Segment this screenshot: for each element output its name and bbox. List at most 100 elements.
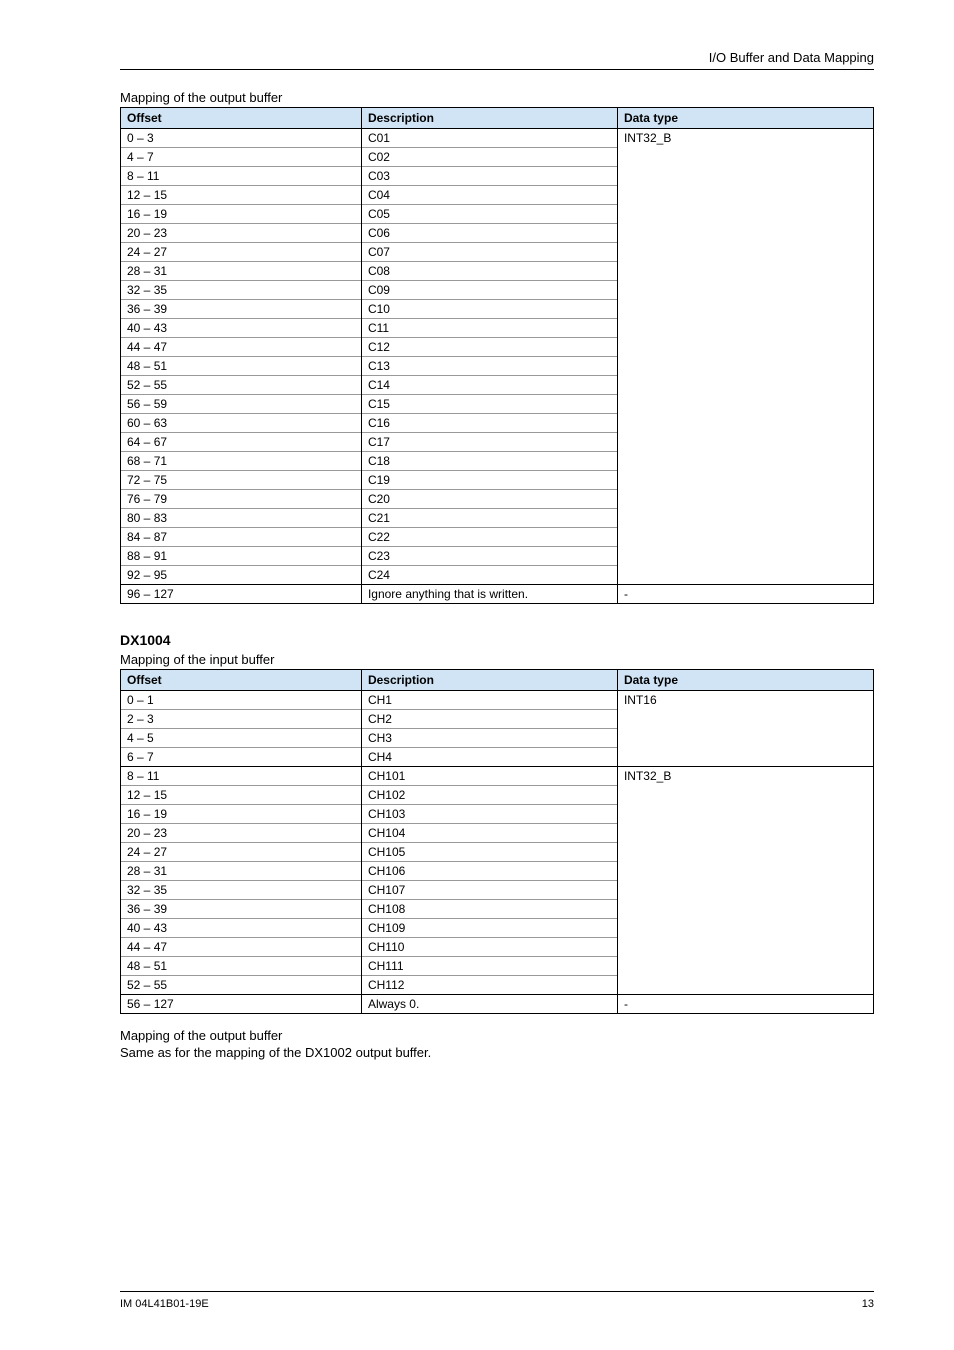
- cell-offset: 48 – 51: [121, 357, 362, 376]
- table-row: 8 – 11CH101INT32_B: [121, 767, 874, 786]
- cell-offset: 12 – 15: [121, 786, 362, 805]
- cell-description: C04: [361, 186, 617, 205]
- cell-offset: 52 – 55: [121, 976, 362, 995]
- cell-offset: 28 – 31: [121, 862, 362, 881]
- cell-datatype: INT32_B: [617, 129, 873, 585]
- cell-description: CH112: [361, 976, 617, 995]
- cell-offset: 28 – 31: [121, 262, 362, 281]
- cell-description: C19: [361, 471, 617, 490]
- header-section-title: I/O Buffer and Data Mapping: [120, 50, 874, 70]
- cell-offset: 44 – 47: [121, 938, 362, 957]
- cell-offset: 32 – 35: [121, 281, 362, 300]
- cell-offset: 4 – 7: [121, 148, 362, 167]
- cell-offset: 88 – 91: [121, 547, 362, 566]
- cell-offset: 36 – 39: [121, 900, 362, 919]
- cell-description: C18: [361, 452, 617, 471]
- cell-description: C17: [361, 433, 617, 452]
- cell-offset: 36 – 39: [121, 300, 362, 319]
- cell-description: C13: [361, 357, 617, 376]
- cell-description: CH111: [361, 957, 617, 976]
- cell-offset: 20 – 23: [121, 824, 362, 843]
- cell-description: CH1: [361, 691, 617, 710]
- cell-description: C07: [361, 243, 617, 262]
- cell-description: C01: [361, 129, 617, 148]
- cell-offset: 2 – 3: [121, 710, 362, 729]
- cell-description: CH2: [361, 710, 617, 729]
- cell-offset: 4 – 5: [121, 729, 362, 748]
- cell-description: CH107: [361, 881, 617, 900]
- cell-description: C21: [361, 509, 617, 528]
- cell-datatype: INT16: [617, 691, 873, 767]
- cell-description: C22: [361, 528, 617, 547]
- cell-offset: 72 – 75: [121, 471, 362, 490]
- cell-description: C08: [361, 262, 617, 281]
- cell-description: C16: [361, 414, 617, 433]
- cell-description: CH110: [361, 938, 617, 957]
- table-row: 0 – 3C01INT32_B: [121, 129, 874, 148]
- cell-offset: 40 – 43: [121, 319, 362, 338]
- cell-description: CH106: [361, 862, 617, 881]
- section-dx1004-title: DX1004: [120, 632, 874, 648]
- cell-offset: 0 – 1: [121, 691, 362, 710]
- cell-offset: 68 – 71: [121, 452, 362, 471]
- table2-caption: Mapping of the input buffer: [120, 652, 874, 667]
- trailing-text: Same as for the mapping of the DX1002 ou…: [120, 1045, 874, 1060]
- input-buffer-table: OffsetDescriptionData type0 – 1CH1INT162…: [120, 669, 874, 1014]
- cell-description: Ignore anything that is written.: [361, 585, 617, 604]
- cell-offset: 16 – 19: [121, 805, 362, 824]
- cell-offset: 56 – 59: [121, 395, 362, 414]
- cell-description: C03: [361, 167, 617, 186]
- cell-description: C15: [361, 395, 617, 414]
- cell-offset: 16 – 19: [121, 205, 362, 224]
- cell-offset: 64 – 67: [121, 433, 362, 452]
- column-header: Data type: [617, 108, 873, 129]
- cell-description: C24: [361, 566, 617, 585]
- cell-offset: 96 – 127: [121, 585, 362, 604]
- cell-offset: 20 – 23: [121, 224, 362, 243]
- cell-offset: 48 – 51: [121, 957, 362, 976]
- cell-offset: 60 – 63: [121, 414, 362, 433]
- cell-datatype: INT32_B: [617, 767, 873, 995]
- cell-description: C14: [361, 376, 617, 395]
- cell-description: CH102: [361, 786, 617, 805]
- cell-offset: 32 – 35: [121, 881, 362, 900]
- cell-description: CH105: [361, 843, 617, 862]
- cell-offset: 92 – 95: [121, 566, 362, 585]
- cell-description: C11: [361, 319, 617, 338]
- cell-description: CH108: [361, 900, 617, 919]
- cell-description: C09: [361, 281, 617, 300]
- column-header: Offset: [121, 108, 362, 129]
- column-header: Data type: [617, 670, 873, 691]
- table1-caption: Mapping of the output buffer: [120, 90, 874, 105]
- cell-description: C20: [361, 490, 617, 509]
- footer-page-number: 13: [862, 1298, 874, 1310]
- cell-description: C10: [361, 300, 617, 319]
- cell-offset: 44 – 47: [121, 338, 362, 357]
- column-header: Offset: [121, 670, 362, 691]
- column-header: Description: [361, 108, 617, 129]
- cell-offset: 52 – 55: [121, 376, 362, 395]
- cell-datatype: -: [617, 585, 873, 604]
- cell-description: C05: [361, 205, 617, 224]
- cell-description: C12: [361, 338, 617, 357]
- cell-description: CH4: [361, 748, 617, 767]
- cell-offset: 56 – 127: [121, 995, 362, 1014]
- cell-description: C06: [361, 224, 617, 243]
- cell-description: Always 0.: [361, 995, 617, 1014]
- cell-offset: 80 – 83: [121, 509, 362, 528]
- cell-description: CH3: [361, 729, 617, 748]
- cell-offset: 84 – 87: [121, 528, 362, 547]
- cell-description: C23: [361, 547, 617, 566]
- cell-description: CH104: [361, 824, 617, 843]
- cell-offset: 24 – 27: [121, 243, 362, 262]
- cell-offset: 6 – 7: [121, 748, 362, 767]
- table-row: 0 – 1CH1INT16: [121, 691, 874, 710]
- cell-offset: 12 – 15: [121, 186, 362, 205]
- column-header: Description: [361, 670, 617, 691]
- output-buffer-table: OffsetDescriptionData type0 – 3C01INT32_…: [120, 107, 874, 604]
- cell-description: CH101: [361, 767, 617, 786]
- cell-offset: 8 – 11: [121, 767, 362, 786]
- cell-description: CH109: [361, 919, 617, 938]
- cell-offset: 24 – 27: [121, 843, 362, 862]
- page-footer: IM 04L41B01-19E 13: [120, 1291, 874, 1310]
